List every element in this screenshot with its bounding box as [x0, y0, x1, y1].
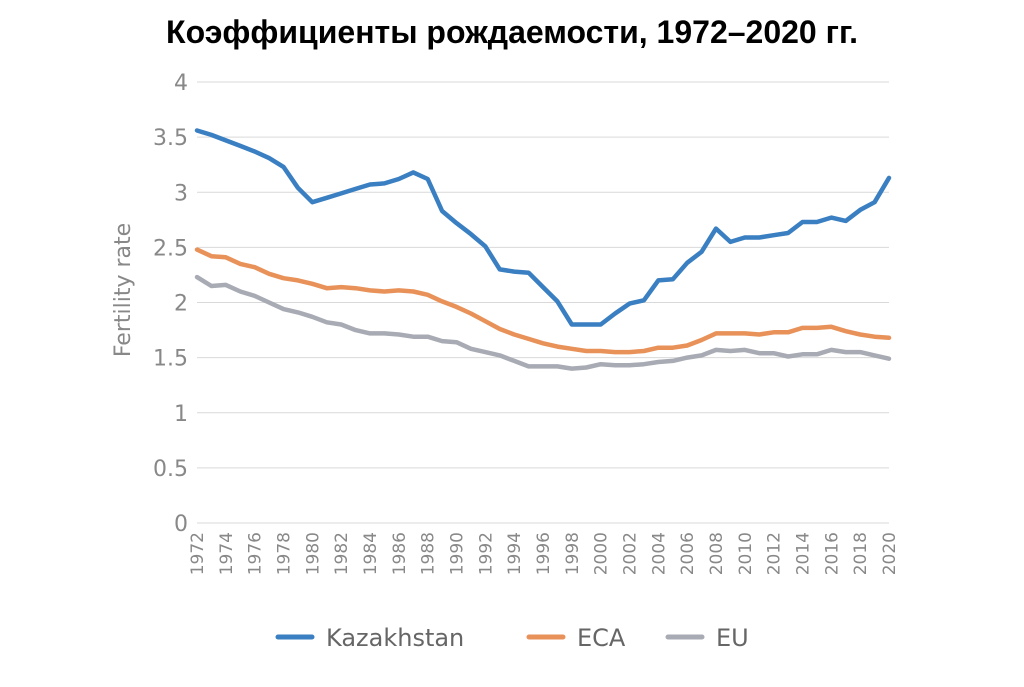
- x-tick-label: 2020: [880, 532, 900, 575]
- x-tick-label: 2014: [794, 532, 814, 575]
- legend-label: Kazakhstan: [326, 624, 464, 652]
- x-tick-label: 2018: [851, 532, 871, 575]
- y-tick-label: 0: [174, 512, 188, 537]
- x-tick-label: 1976: [246, 532, 266, 575]
- x-tick-label: 2010: [736, 532, 756, 575]
- x-tick-label: 1980: [303, 532, 323, 575]
- series-line-eca: [194, 247, 892, 355]
- x-tick-label: 1998: [563, 532, 583, 575]
- x-tick-label: 1996: [534, 532, 554, 575]
- x-tick-label: 1972: [188, 532, 208, 575]
- y-tick-label: 0.5: [153, 457, 188, 482]
- y-tick-label: 3.5: [153, 126, 188, 151]
- x-tick-label: 1982: [332, 532, 352, 575]
- x-tick-label: 2016: [822, 532, 842, 575]
- legend-label: ECA: [577, 624, 626, 652]
- grid-lines: [197, 81, 889, 524]
- x-tick-label: 2002: [621, 532, 641, 575]
- x-tick-label: 1978: [275, 532, 295, 575]
- y-tick-label: 4: [174, 71, 188, 96]
- series-line-eu: [194, 274, 892, 371]
- x-tick-label: 1994: [505, 532, 525, 575]
- y-tick-label: 2: [174, 292, 188, 317]
- x-tick-label: 2012: [765, 532, 785, 575]
- x-tick-label: 1988: [419, 532, 439, 575]
- x-axis-ticks: 1972 1974 1976 1978 1980 1982 1984 1986 1988 1990…: [188, 532, 900, 575]
- x-tick-label: 2008: [707, 532, 727, 575]
- x-tick-label: 1986: [390, 532, 410, 575]
- y-axis-title: Fertility rate: [111, 223, 136, 357]
- chart-title: Коэффициенты рождаемости, 1972–2020 гг.: [166, 14, 858, 50]
- x-tick-label: 2004: [649, 532, 669, 575]
- y-tick-label: 1.5: [153, 347, 188, 372]
- series-line-kazakhstan: [194, 128, 892, 327]
- x-tick-label: 1984: [361, 532, 381, 575]
- y-tick-label: 1: [174, 402, 188, 427]
- x-tick-label: 2006: [678, 532, 698, 575]
- series-lines: [194, 128, 892, 371]
- x-tick-label: 1974: [217, 532, 237, 575]
- legend-label: EU: [716, 624, 749, 652]
- y-axis-ticks: 0 0.5 1 1.5 2 2.5 3 3.5 4: [153, 71, 188, 537]
- y-tick-label: 3: [174, 181, 188, 206]
- x-tick-label: 2000: [592, 532, 612, 575]
- legend: Kazakhstan ECA EU: [275, 624, 749, 652]
- x-tick-label: 1990: [448, 532, 468, 575]
- y-tick-label: 2.5: [153, 236, 188, 261]
- x-tick-label: 1992: [476, 532, 496, 575]
